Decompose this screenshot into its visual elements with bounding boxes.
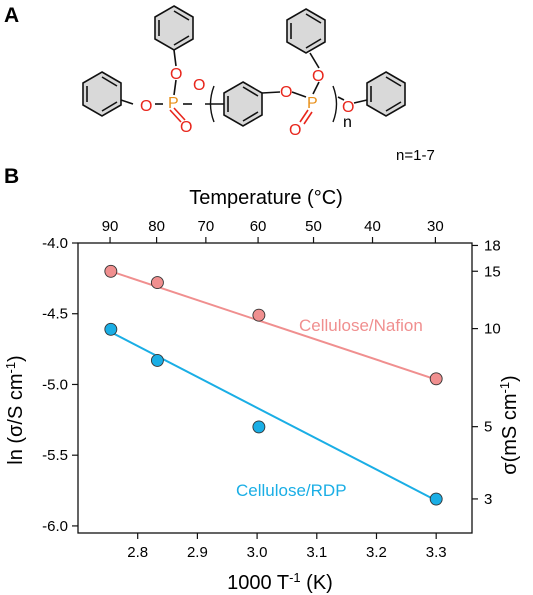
plot-frame: [77, 242, 473, 534]
x-axis-title: 1000 T-1 (K): [227, 570, 333, 595]
oxygen-atom: O: [280, 84, 292, 101]
panel-a-structure: A O P: [4, 4, 435, 164]
x-tick-label: 3.0: [247, 544, 268, 561]
data-point-rdp: [150, 353, 164, 367]
x-tick-label: 3.3: [426, 544, 447, 561]
x-tick-label: 3.1: [306, 544, 327, 561]
data-point-rdp: [429, 492, 443, 506]
right-axis-title: σ(mS cm-1): [497, 375, 522, 474]
y-axis-title: ln (σ/S cm-1): [3, 355, 28, 464]
x-tick-label: 2.9: [187, 544, 208, 561]
panel-b-label: B: [4, 165, 19, 188]
phenyl-ring-top-left: [154, 5, 194, 51]
repeat-subscript: n: [343, 114, 352, 131]
data-point-nafion: [104, 264, 118, 278]
fit-line-rdp: [110, 331, 437, 502]
right-tick-label: 18: [484, 237, 501, 254]
top-tick-label: 30: [427, 218, 444, 235]
phenyl-ring-left: [82, 71, 122, 117]
right-tick-label: 10: [484, 321, 501, 338]
phenyl-ring-center: [223, 81, 263, 127]
y-tick-label: -4.0: [42, 235, 68, 252]
oxygen-atom: O: [170, 66, 182, 83]
right-tick-label: 5: [484, 419, 492, 436]
phosphorus-atom: P: [168, 95, 179, 112]
y-tick-label: -5.5: [42, 447, 68, 464]
plot-area: 2.8 2.9 3.0 3.1 3.2 3.3 -4.0 -4.5 -5.0 -5.5 -6.0 90…: [42, 218, 501, 561]
data-point-rdp: [252, 420, 266, 434]
n-range-label: n=1-7: [396, 147, 435, 164]
oxygen-atom: O: [289, 122, 301, 139]
data-point-nafion: [429, 372, 443, 386]
x-tick-label: 2.8: [127, 544, 148, 561]
data-point-rdp: [104, 322, 118, 336]
oxygen-atom: O: [193, 77, 205, 94]
data-point-nafion: [150, 276, 164, 290]
right-tick-label: 3: [484, 491, 492, 508]
oxygen-atom: O: [140, 98, 152, 115]
y-tick-label: -4.5: [42, 306, 68, 323]
oxygen-atom: O: [342, 99, 354, 116]
series-label-rdp: Cellulose/RDP: [236, 481, 347, 500]
bonds: [120, 49, 368, 105]
top-tick-label: 60: [250, 218, 267, 235]
phenyl-ring-top-right: [286, 8, 326, 54]
phosphorus-atom: P: [307, 95, 318, 112]
y-tick-label: -6.0: [42, 518, 68, 535]
phenyl-ring-right: [366, 71, 406, 117]
top-tick-label: 90: [102, 218, 119, 235]
x-tick-label: 3.2: [366, 544, 387, 561]
panel-a-label: A: [4, 4, 19, 27]
right-tick-label: 15: [484, 263, 501, 280]
fit-line-nafion: [110, 270, 437, 381]
atom-labels: O P O O O O P O O O: [140, 66, 354, 139]
panel-b-chart: B Temperature (°C) ln (σ/S cm-1) σ(mS cm…: [3, 165, 522, 595]
repeat-brackets: [209, 85, 338, 123]
y-tick-label: -5.0: [42, 376, 68, 393]
double-bonds: [169, 107, 313, 125]
oxygen-atom: O: [312, 68, 324, 85]
top-tick-label: 40: [364, 218, 381, 235]
top-tick-label: 50: [305, 218, 322, 235]
top-tick-label: 70: [198, 218, 215, 235]
top-axis-title: Temperature (°C): [189, 187, 343, 209]
oxygen-atom: O: [180, 119, 192, 136]
data-point-nafion: [252, 308, 266, 322]
series-label-nafion: Cellulose/Nafion: [299, 316, 423, 335]
top-tick-label: 80: [148, 218, 165, 235]
